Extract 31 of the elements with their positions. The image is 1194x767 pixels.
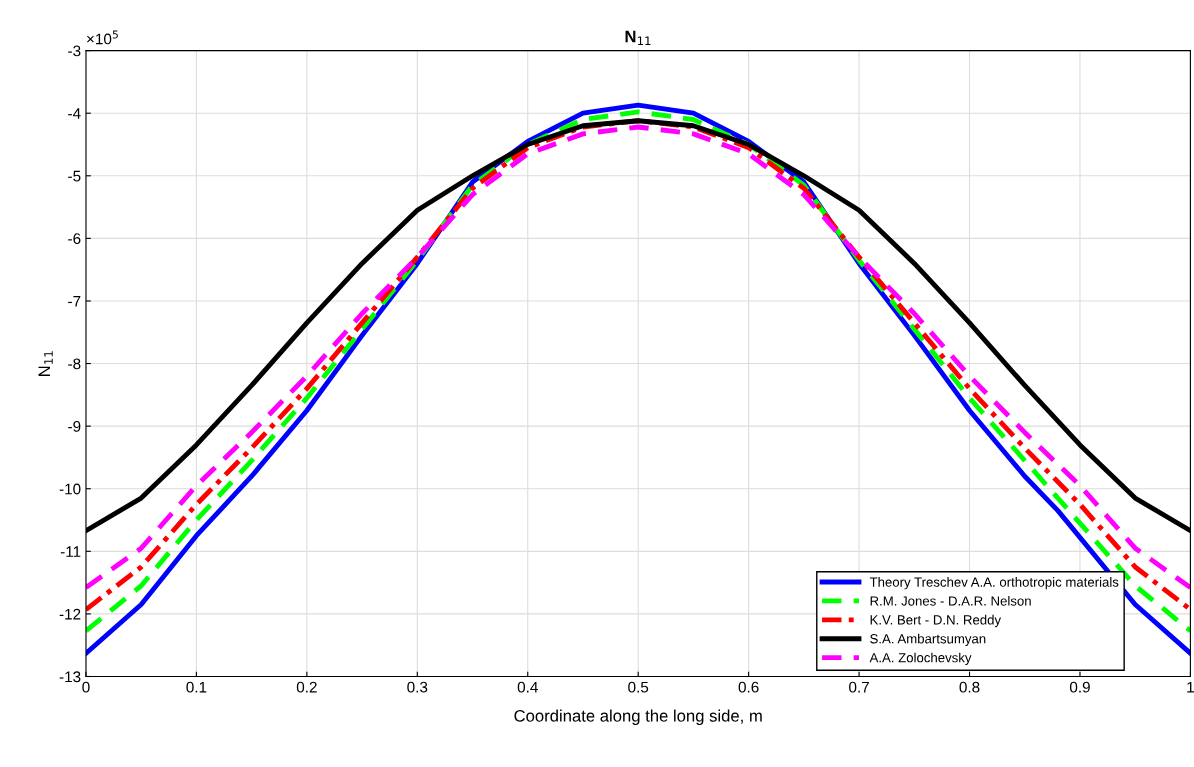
y-tick-label: -12	[59, 608, 81, 620]
x-tick-label: 0.3	[407, 681, 428, 693]
legend-label: Theory Treschev A.A. orthotropic materials	[869, 577, 1119, 590]
y-tick-label: -11	[60, 546, 81, 557]
y-tick-label: -5	[68, 170, 81, 182]
y-tick-label: -4	[68, 108, 81, 119]
x-tick-label: 0.9	[1069, 681, 1090, 693]
legend-label: K.V. Bert - D.N. Reddy	[870, 614, 1002, 628]
legend-label: R.M. Jones - D.A.R. Nelson	[870, 595, 1031, 606]
x-tick-label: 0	[82, 681, 90, 693]
y-tick-label: -13	[59, 671, 81, 683]
y-tick-label: -10	[59, 483, 81, 495]
x-tick-label: 0.5	[628, 681, 649, 693]
x-tick-label: 0.1	[186, 681, 207, 693]
y-axis-title: N$_{11}$	[38, 351, 53, 376]
x-tick-label: 0.8	[959, 681, 980, 693]
legend-label: A.A. Zolochevsky	[869, 652, 972, 665]
x-axis-title: Coordinate along the long side, m	[514, 709, 762, 726]
y-tick-label: -7	[68, 296, 81, 307]
x-tick-label: 1	[1187, 681, 1194, 693]
chart-title: N$_{11}$	[625, 30, 651, 45]
x-tick-label: 0.7	[849, 681, 869, 693]
x-tick-label: 0.6	[738, 681, 759, 693]
text: ×10$^{5}$	[87, 30, 118, 45]
y-tick-label: -3	[68, 45, 81, 57]
y-tick-label: -9	[68, 421, 81, 432]
y-tick-label: -6	[68, 233, 81, 245]
y-tick-label: -8	[68, 358, 81, 370]
legend-label: S.A. Ambartsumyan	[870, 633, 986, 647]
x-tick-label: 0.2	[296, 681, 317, 693]
x-tick-label: 0.4	[517, 681, 538, 693]
